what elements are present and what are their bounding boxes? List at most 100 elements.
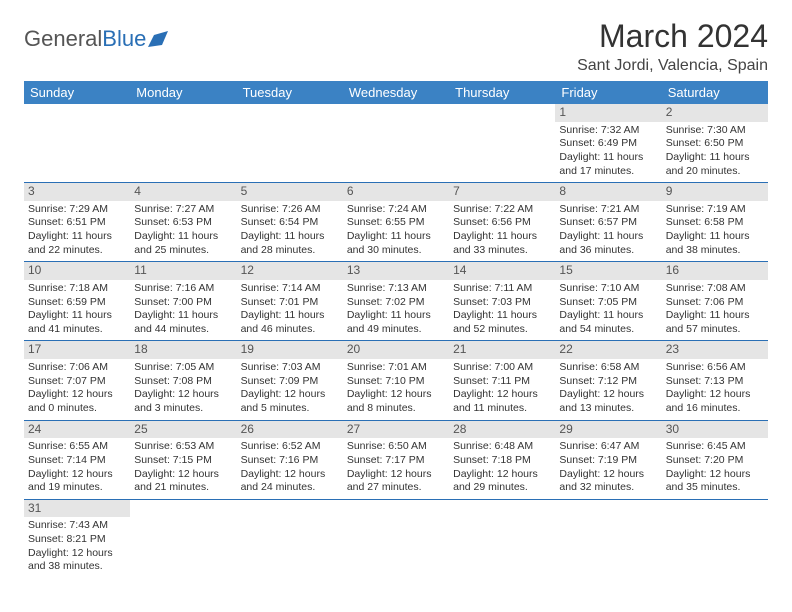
calendar-cell: 19Sunrise: 7:03 AMSunset: 7:09 PMDayligh… xyxy=(237,341,343,420)
calendar-cell xyxy=(24,104,130,183)
daylight-line-2: and 52 minutes. xyxy=(453,323,551,337)
calendar-cell: 21Sunrise: 7:00 AMSunset: 7:11 PMDayligh… xyxy=(449,341,555,420)
daylight-line-2: and 21 minutes. xyxy=(134,481,232,495)
day-number: 29 xyxy=(555,421,661,439)
sunset-line: Sunset: 7:15 PM xyxy=(134,454,232,468)
sunrise-line: Sunrise: 7:43 AM xyxy=(28,519,126,533)
daylight-line-1: Daylight: 11 hours xyxy=(241,309,339,323)
logo-text-2: Blue xyxy=(102,26,146,52)
calendar-cell xyxy=(237,104,343,183)
sunrise-line: Sunrise: 7:14 AM xyxy=(241,282,339,296)
day-number: 8 xyxy=(555,183,661,201)
daylight-line-2: and 16 minutes. xyxy=(666,402,764,416)
weekday-header: Thursday xyxy=(449,81,555,104)
calendar-cell: 20Sunrise: 7:01 AMSunset: 7:10 PMDayligh… xyxy=(343,341,449,420)
calendar-cell: 6Sunrise: 7:24 AMSunset: 6:55 PMDaylight… xyxy=(343,183,449,262)
daylight-line-1: Daylight: 11 hours xyxy=(666,230,764,244)
day-number: 18 xyxy=(130,341,236,359)
weekday-header: Friday xyxy=(555,81,661,104)
sunrise-line: Sunrise: 6:56 AM xyxy=(666,361,764,375)
daylight-line-2: and 25 minutes. xyxy=(134,244,232,258)
daylight-line-2: and 44 minutes. xyxy=(134,323,232,337)
calendar-table: SundayMondayTuesdayWednesdayThursdayFrid… xyxy=(24,81,768,578)
daylight-line-2: and 13 minutes. xyxy=(559,402,657,416)
sunrise-line: Sunrise: 6:47 AM xyxy=(559,440,657,454)
calendar-cell: 16Sunrise: 7:08 AMSunset: 7:06 PMDayligh… xyxy=(662,262,768,341)
daylight-line-1: Daylight: 11 hours xyxy=(453,230,551,244)
sunset-line: Sunset: 6:55 PM xyxy=(347,216,445,230)
sunset-line: Sunset: 6:53 PM xyxy=(134,216,232,230)
sunset-line: Sunset: 7:01 PM xyxy=(241,296,339,310)
calendar-cell: 26Sunrise: 6:52 AMSunset: 7:16 PMDayligh… xyxy=(237,420,343,499)
sunset-line: Sunset: 7:02 PM xyxy=(347,296,445,310)
sunrise-line: Sunrise: 7:10 AM xyxy=(559,282,657,296)
sunset-line: Sunset: 7:08 PM xyxy=(134,375,232,389)
day-number: 24 xyxy=(24,421,130,439)
sunset-line: Sunset: 7:06 PM xyxy=(666,296,764,310)
sunset-line: Sunset: 6:51 PM xyxy=(28,216,126,230)
sunrise-line: Sunrise: 7:32 AM xyxy=(559,124,657,138)
day-number: 13 xyxy=(343,262,449,280)
weekday-header: Monday xyxy=(130,81,236,104)
daylight-line-2: and 22 minutes. xyxy=(28,244,126,258)
day-number: 26 xyxy=(237,421,343,439)
calendar-cell: 28Sunrise: 6:48 AMSunset: 7:18 PMDayligh… xyxy=(449,420,555,499)
day-number: 5 xyxy=(237,183,343,201)
daylight-line-1: Daylight: 12 hours xyxy=(241,388,339,402)
daylight-line-2: and 24 minutes. xyxy=(241,481,339,495)
sunset-line: Sunset: 7:14 PM xyxy=(28,454,126,468)
logo: GeneralBlue xyxy=(24,18,168,52)
calendar-cell: 12Sunrise: 7:14 AMSunset: 7:01 PMDayligh… xyxy=(237,262,343,341)
calendar-row: 1Sunrise: 7:32 AMSunset: 6:49 PMDaylight… xyxy=(24,104,768,183)
calendar-row: 31Sunrise: 7:43 AMSunset: 8:21 PMDayligh… xyxy=(24,499,768,578)
sunset-line: Sunset: 6:58 PM xyxy=(666,216,764,230)
daylight-line-1: Daylight: 11 hours xyxy=(453,309,551,323)
sunset-line: Sunset: 8:21 PM xyxy=(28,533,126,547)
daylight-line-1: Daylight: 11 hours xyxy=(241,230,339,244)
daylight-line-1: Daylight: 11 hours xyxy=(559,151,657,165)
sunrise-line: Sunrise: 7:24 AM xyxy=(347,203,445,217)
daylight-line-2: and 3 minutes. xyxy=(134,402,232,416)
calendar-row: 3Sunrise: 7:29 AMSunset: 6:51 PMDaylight… xyxy=(24,183,768,262)
daylight-line-1: Daylight: 12 hours xyxy=(134,468,232,482)
daylight-line-2: and 5 minutes. xyxy=(241,402,339,416)
sunrise-line: Sunrise: 6:45 AM xyxy=(666,440,764,454)
page-title: March 2024 xyxy=(577,18,768,55)
sunset-line: Sunset: 7:05 PM xyxy=(559,296,657,310)
calendar-cell xyxy=(130,499,236,578)
daylight-line-2: and 49 minutes. xyxy=(347,323,445,337)
calendar-body: 1Sunrise: 7:32 AMSunset: 6:49 PMDaylight… xyxy=(24,104,768,578)
daylight-line-2: and 46 minutes. xyxy=(241,323,339,337)
daylight-line-1: Daylight: 12 hours xyxy=(559,388,657,402)
calendar-cell: 27Sunrise: 6:50 AMSunset: 7:17 PMDayligh… xyxy=(343,420,449,499)
calendar-cell: 22Sunrise: 6:58 AMSunset: 7:12 PMDayligh… xyxy=(555,341,661,420)
sunrise-line: Sunrise: 7:08 AM xyxy=(666,282,764,296)
sunset-line: Sunset: 6:49 PM xyxy=(559,137,657,151)
weekday-header: Saturday xyxy=(662,81,768,104)
sunrise-line: Sunrise: 6:58 AM xyxy=(559,361,657,375)
sunrise-line: Sunrise: 7:05 AM xyxy=(134,361,232,375)
sunset-line: Sunset: 7:19 PM xyxy=(559,454,657,468)
header: GeneralBlue March 2024 Sant Jordi, Valen… xyxy=(24,18,768,75)
daylight-line-2: and 33 minutes. xyxy=(453,244,551,258)
daylight-line-1: Daylight: 12 hours xyxy=(28,468,126,482)
sunrise-line: Sunrise: 7:30 AM xyxy=(666,124,764,138)
day-number: 22 xyxy=(555,341,661,359)
calendar-cell: 7Sunrise: 7:22 AMSunset: 6:56 PMDaylight… xyxy=(449,183,555,262)
day-number: 7 xyxy=(449,183,555,201)
sunrise-line: Sunrise: 7:29 AM xyxy=(28,203,126,217)
logo-text-1: General xyxy=(24,26,102,52)
calendar-cell: 17Sunrise: 7:06 AMSunset: 7:07 PMDayligh… xyxy=(24,341,130,420)
daylight-line-1: Daylight: 12 hours xyxy=(134,388,232,402)
daylight-line-1: Daylight: 12 hours xyxy=(453,388,551,402)
calendar-row: 24Sunrise: 6:55 AMSunset: 7:14 PMDayligh… xyxy=(24,420,768,499)
sunrise-line: Sunrise: 6:53 AM xyxy=(134,440,232,454)
day-number: 17 xyxy=(24,341,130,359)
daylight-line-1: Daylight: 12 hours xyxy=(241,468,339,482)
sunset-line: Sunset: 7:13 PM xyxy=(666,375,764,389)
sunset-line: Sunset: 6:59 PM xyxy=(28,296,126,310)
daylight-line-2: and 38 minutes. xyxy=(28,560,126,574)
daylight-line-2: and 0 minutes. xyxy=(28,402,126,416)
daylight-line-2: and 32 minutes. xyxy=(559,481,657,495)
daylight-line-1: Daylight: 11 hours xyxy=(134,230,232,244)
